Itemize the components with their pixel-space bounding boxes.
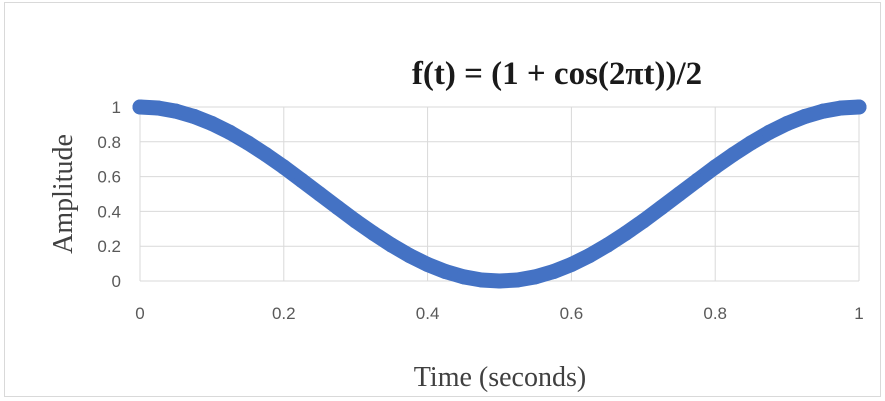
y-tick-label: 0.6 [97, 168, 121, 187]
data-point [258, 147, 274, 162]
series-line [132, 99, 867, 289]
y-tick-label: 1 [112, 98, 121, 117]
x-axis-title: Time (seconds) [414, 362, 586, 393]
data-point [815, 103, 831, 119]
data-point [132, 99, 148, 115]
y-tick-label: 0.8 [97, 133, 121, 152]
data-point [743, 135, 759, 151]
data-point [204, 116, 220, 132]
data-point [779, 116, 795, 132]
data-point [276, 159, 292, 175]
data-point [725, 147, 741, 162]
data-point [150, 100, 166, 116]
y-tick-label: 0.4 [97, 202, 121, 221]
x-tick-label: 0.8 [703, 304, 727, 323]
data-point [402, 248, 418, 264]
data-point [689, 172, 705, 188]
data-point [599, 237, 615, 253]
data-point [240, 135, 256, 151]
data-point [294, 172, 310, 188]
x-tick-label: 0.6 [560, 304, 584, 323]
y-tick-label: 0.2 [97, 237, 121, 256]
data-point [384, 237, 400, 253]
data-point [671, 186, 687, 202]
data-point [563, 256, 579, 272]
data-point [456, 269, 472, 285]
x-tick-label: 1 [854, 304, 863, 323]
grid-layer [139, 106, 860, 281]
x-tick-label: 0.2 [272, 304, 296, 323]
data-point [420, 256, 436, 272]
data-point [653, 200, 669, 216]
data-point [833, 100, 849, 116]
y-axis-title: Amplitude [48, 134, 79, 254]
data-point [509, 272, 525, 288]
y-tick-label: 0 [112, 272, 121, 291]
chart-title: f(t) = (1 + cos(2πt))/2 [412, 56, 702, 92]
data-point [474, 272, 490, 288]
data-point [851, 99, 867, 115]
data-point [312, 186, 328, 202]
data-point [168, 103, 184, 119]
x-tick-label: 0 [135, 304, 144, 323]
data-point [348, 213, 364, 229]
data-point [797, 108, 813, 124]
data-point [222, 124, 238, 140]
data-point [527, 269, 543, 285]
data-point [581, 248, 597, 264]
tick-label-layer: 0 0.2 0.4 0.6 0.8 1 0 0.2 0.4 0.6 0.8 1 [97, 98, 863, 323]
data-point [707, 159, 723, 175]
data-point [438, 264, 454, 280]
chart-frame [4, 2, 881, 397]
series-layer [132, 99, 867, 289]
data-point [366, 226, 382, 241]
x-tick-label: 0.4 [416, 304, 440, 323]
data-point [635, 213, 651, 229]
data-point [330, 200, 346, 216]
data-point [492, 273, 507, 289]
data-point [186, 108, 202, 124]
data-point [617, 226, 633, 241]
data-point [545, 264, 561, 280]
data-point [761, 124, 777, 140]
